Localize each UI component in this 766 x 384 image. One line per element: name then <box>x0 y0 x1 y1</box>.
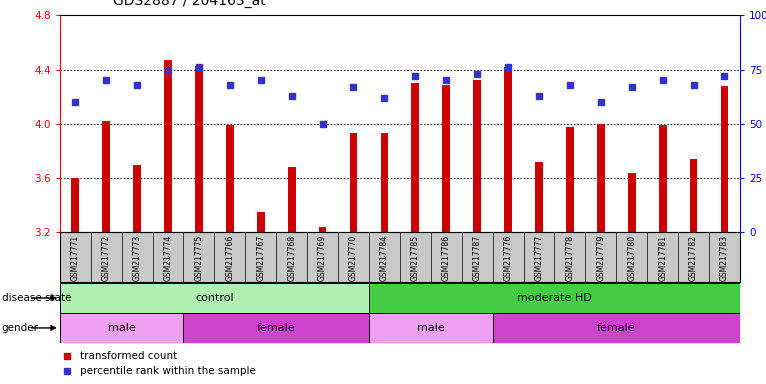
Bar <box>504 67 512 232</box>
Bar <box>597 124 604 232</box>
Bar <box>60 313 183 343</box>
Bar <box>319 227 326 232</box>
Text: GSM217782: GSM217782 <box>689 235 698 281</box>
Bar <box>443 84 450 232</box>
Bar <box>226 125 234 232</box>
Bar <box>195 66 203 232</box>
Text: male: male <box>417 323 444 333</box>
Bar <box>60 283 369 313</box>
Bar <box>369 313 493 343</box>
Text: GSM217787: GSM217787 <box>473 235 482 281</box>
Text: GSM217776: GSM217776 <box>503 235 512 281</box>
Bar <box>71 178 79 232</box>
Text: GSM217775: GSM217775 <box>195 235 204 281</box>
Bar <box>288 167 296 232</box>
Text: GSM217780: GSM217780 <box>627 235 637 281</box>
Bar <box>103 121 110 232</box>
Bar <box>566 127 574 232</box>
Text: GSM217773: GSM217773 <box>133 235 142 281</box>
Text: GSM217778: GSM217778 <box>565 235 574 281</box>
Text: GSM217766: GSM217766 <box>225 235 234 281</box>
Text: GSM217768: GSM217768 <box>287 235 296 281</box>
Text: transformed count: transformed count <box>80 351 178 361</box>
Bar <box>659 125 666 232</box>
Bar <box>133 164 141 232</box>
Text: GSM217784: GSM217784 <box>380 235 389 281</box>
Text: gender: gender <box>2 323 38 333</box>
Bar <box>257 212 264 232</box>
Bar <box>381 133 388 232</box>
Text: GSM217767: GSM217767 <box>256 235 265 281</box>
Text: GSM217774: GSM217774 <box>163 235 172 281</box>
Bar <box>183 313 369 343</box>
Text: GSM217786: GSM217786 <box>442 235 450 281</box>
Text: female: female <box>597 323 636 333</box>
Bar <box>369 283 740 313</box>
Text: GSM217785: GSM217785 <box>411 235 420 281</box>
Bar <box>349 133 357 232</box>
Text: GDS2887 / 204163_at: GDS2887 / 204163_at <box>113 0 266 8</box>
Text: moderate HD: moderate HD <box>517 293 592 303</box>
Text: GSM217781: GSM217781 <box>658 235 667 281</box>
Bar <box>535 162 543 232</box>
Text: GSM217772: GSM217772 <box>102 235 110 281</box>
Bar <box>411 83 419 232</box>
Text: GSM217770: GSM217770 <box>349 235 358 281</box>
Bar <box>164 60 172 232</box>
Bar <box>721 86 728 232</box>
Text: GSM217777: GSM217777 <box>535 235 544 281</box>
Text: GSM217769: GSM217769 <box>318 235 327 281</box>
Text: GSM217783: GSM217783 <box>720 235 729 281</box>
Text: female: female <box>257 323 296 333</box>
Text: disease state: disease state <box>2 293 71 303</box>
Bar <box>689 159 698 232</box>
Text: male: male <box>108 323 136 333</box>
Text: GSM217771: GSM217771 <box>70 235 80 281</box>
Text: GSM217779: GSM217779 <box>596 235 605 281</box>
Text: percentile rank within the sample: percentile rank within the sample <box>80 366 256 376</box>
Bar <box>628 173 636 232</box>
Bar <box>493 313 740 343</box>
Text: control: control <box>195 293 234 303</box>
Bar <box>473 81 481 232</box>
